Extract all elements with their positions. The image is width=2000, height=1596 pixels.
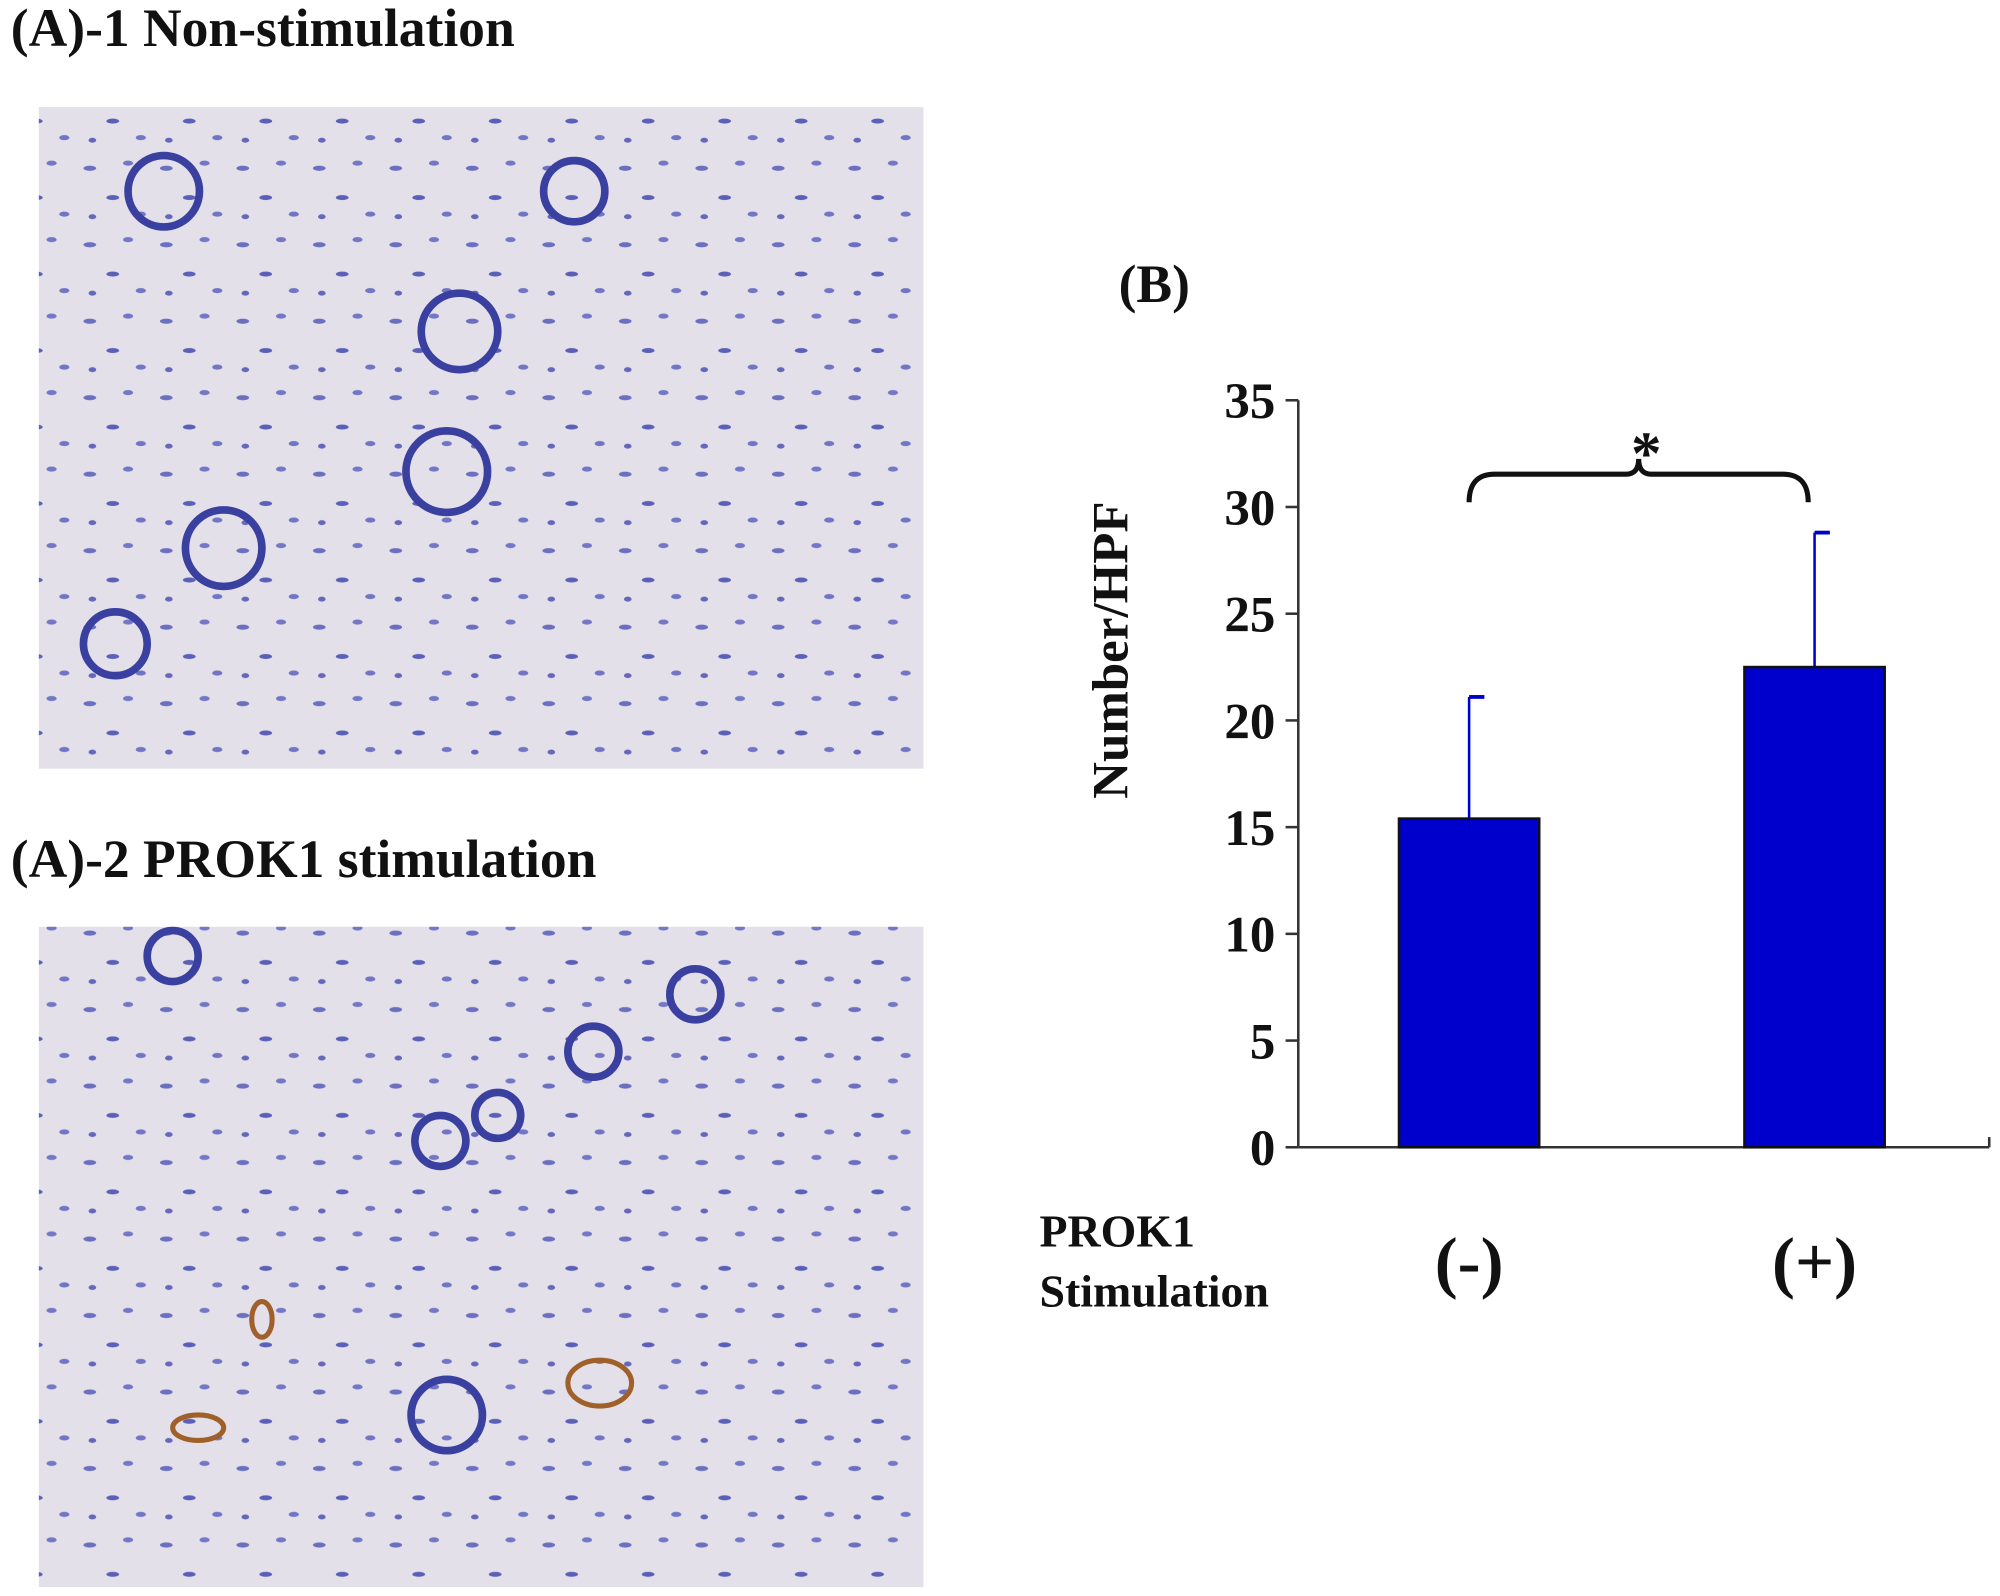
y-tick-label: 25	[1224, 588, 1275, 644]
y-tick-label: 5	[1250, 1014, 1276, 1070]
x-tick-label: (-)	[1435, 1224, 1504, 1300]
significance-mark: *	[1631, 420, 1662, 488]
micrograph	[38, 926, 924, 1588]
panel-label: (A)-2 PROK1 stimulation	[11, 829, 597, 889]
significance-bracket	[1466, 458, 1811, 503]
chart-title: (B)	[1119, 254, 1190, 314]
y-tick-label: 15	[1224, 801, 1275, 857]
micrograph-structures	[143, 926, 725, 1455]
y-tick-label: 0	[1250, 1121, 1276, 1177]
bar	[1743, 665, 1886, 1149]
micrograph-vessels	[170, 1298, 635, 1444]
micrograph-structures	[79, 151, 609, 680]
y-tick-label: 30	[1224, 481, 1275, 537]
micrograph	[38, 107, 924, 769]
x-tick-label: (+)	[1772, 1224, 1857, 1300]
y-tick-label: 20	[1224, 694, 1275, 750]
y-tick-label: 35	[1224, 374, 1275, 430]
x-axis-label: Stimulation	[1040, 1266, 1269, 1317]
x-axis-label: PROK1	[1040, 1206, 1195, 1257]
bar	[1397, 817, 1541, 1149]
panel-label: (A)-1 Non-stimulation	[11, 0, 515, 58]
y-axis-label: Number/HPF	[1083, 501, 1139, 798]
y-tick-label: 10	[1224, 908, 1275, 964]
